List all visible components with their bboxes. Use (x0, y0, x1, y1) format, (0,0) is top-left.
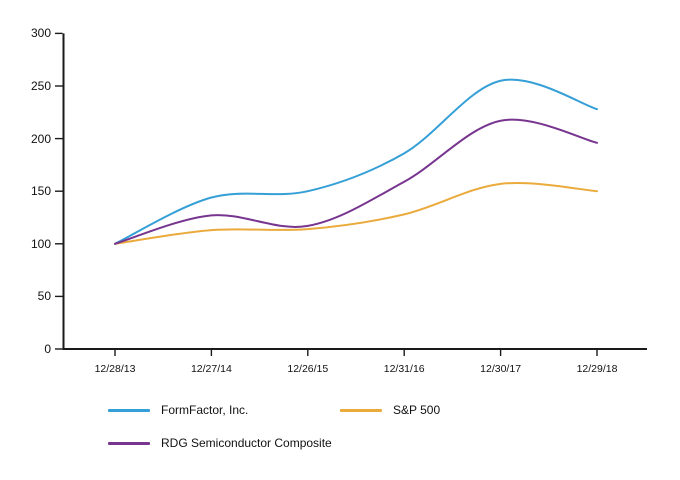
legend: FormFactor, Inc. S&P 500 RDG Semiconductor… (108, 402, 440, 451)
y-tick-label: 200 (30, 131, 51, 146)
legend-swatch-icon (108, 408, 150, 412)
series-line-rdg-semiconductor-composite (114, 118, 598, 245)
x-tick-label: 12/27/14 (190, 363, 232, 375)
legend-item: S&P 500 (340, 402, 440, 418)
y-tick-label: 300 (30, 26, 51, 41)
y-tick-label: 150 (30, 184, 51, 199)
y-tick-label: 0 (44, 342, 51, 356)
legend-swatch-icon (108, 441, 150, 445)
legend-label: S&P 500 (393, 403, 441, 417)
x-tick-label: 12/31/16 (383, 363, 425, 375)
legend-label: FormFactor, Inc. (161, 403, 249, 417)
series-line-formfactor-inc (114, 78, 598, 245)
axes (55, 32, 647, 356)
legend-label: RDG Semiconductor Composite (161, 436, 332, 450)
series-line-s-p-500 (114, 182, 598, 245)
y-tick-label: 100 (30, 236, 51, 251)
y-tick-label: 250 (30, 79, 51, 93)
legend-swatch-icon (340, 408, 382, 412)
legend-item: FormFactor, Inc. (108, 402, 340, 418)
x-tick-label: 12/30/17 (480, 363, 522, 375)
series-curves (114, 78, 598, 245)
legend-item: RDG Semiconductor Composite (108, 435, 340, 451)
x-tick-label: 12/26/15 (287, 363, 329, 375)
x-tick-label: 12/28/13 (94, 363, 136, 375)
x-tick-label: 12/29/18 (576, 363, 618, 375)
y-tick-label: 50 (37, 289, 51, 304)
